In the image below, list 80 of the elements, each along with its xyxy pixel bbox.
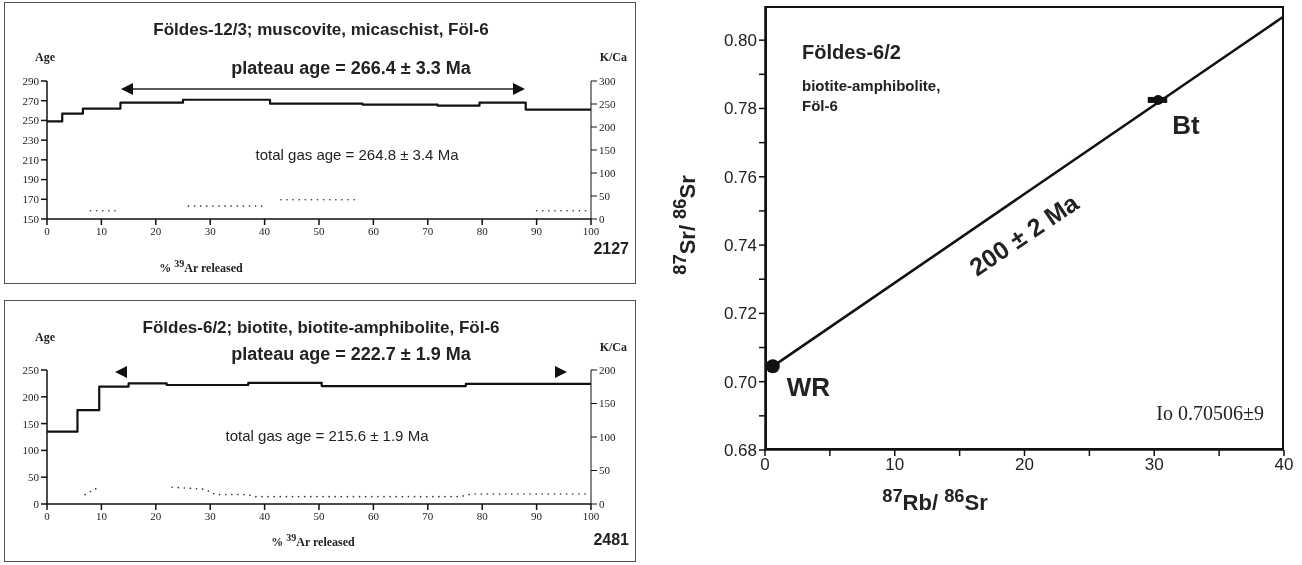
y-tick-label: 250 — [22, 114, 40, 127]
y-tick-label: 150 — [22, 417, 40, 430]
x-tick-label: 40 — [259, 224, 271, 237]
x-tick-label: 20 — [150, 224, 162, 237]
y2-tick-label: 50 — [599, 189, 611, 202]
y2-tick-label: 150 — [599, 143, 616, 156]
y2-tick-label: 200 — [599, 120, 616, 133]
x-tick-label: 70 — [422, 509, 434, 522]
y-tick-label: 0.74 — [723, 236, 757, 256]
y2-tick-label: 300 — [599, 74, 616, 87]
y-tick-label: 0 — [33, 497, 40, 510]
y-tick-label: 210 — [22, 153, 40, 166]
annotation: 200 ± 2 Ma — [964, 188, 1084, 282]
x-axis-title: % $^{39}$Ar released — [271, 532, 355, 550]
x-tick-label: 100 — [582, 509, 600, 522]
x-tick-label: 50 — [313, 509, 325, 522]
y-tick-label: 0.72 — [723, 304, 757, 324]
x-tick-label: 30 — [204, 224, 217, 237]
annotation: total gas age = 264.8 ± 3.4 Ma — [255, 146, 459, 163]
x-tick-label: 90 — [531, 224, 543, 237]
y-axis-title: Age — [35, 50, 55, 64]
text: 2481 — [593, 531, 629, 548]
y-axis-title: Age — [35, 330, 55, 344]
x-tick-label: 40 — [1274, 455, 1294, 475]
y2-tick-label: 0 — [599, 212, 605, 225]
x-tick-label: 30 — [1144, 455, 1164, 475]
y-tick-label: 200 — [22, 390, 40, 403]
y-tick-label: 0.80 — [723, 31, 757, 51]
y-tick-label: 170 — [22, 193, 40, 206]
text: 2127 — [593, 240, 629, 257]
y-tick-label: 190 — [22, 173, 40, 186]
y-tick-label: 290 — [22, 74, 40, 87]
y-tick-label: 270 — [22, 94, 40, 107]
y-tick-label: 0.78 — [723, 99, 757, 119]
x-tick-label: 0 — [44, 509, 51, 522]
y-tick-label: 0.76 — [723, 167, 757, 187]
text: biotite-amphibolite, Föl-6 — [802, 76, 942, 117]
y2-axis-title: K/Ca — [599, 50, 627, 64]
annotation: WR — [786, 372, 831, 403]
x-tick-label: 80 — [476, 224, 489, 237]
x-tick-label: 10 — [95, 509, 108, 522]
chart-title: Földes-12/3; muscovite, micaschist, Föl-6 — [152, 20, 490, 39]
annotation: Io 0.70506±9 — [1156, 402, 1264, 424]
y-tick-label: 0.70 — [723, 372, 757, 392]
x-tick-label: 0 — [760, 455, 770, 475]
x-tick-label: 0 — [44, 224, 51, 237]
x-tick-label: 10 — [885, 455, 905, 475]
y-tick-label: 100 — [22, 444, 40, 457]
x-tick-label: 100 — [582, 224, 600, 237]
y2-tick-label: 0 — [599, 497, 605, 510]
y2-axis-title: K/Ca — [599, 340, 627, 354]
y-tick-label: 0.68 — [723, 441, 757, 461]
text: Földes-6/2 — [802, 41, 901, 63]
x-axis-title: $^{87}$Rb/ $^{86}$Sr — [882, 485, 988, 516]
annotation: total gas age = 215.6 ± 1.9 Ma — [225, 427, 429, 444]
x-tick-label: 20 — [1015, 455, 1034, 475]
x-tick-label: 60 — [367, 509, 380, 522]
chart-title: Földes-6/2; biotite, biotite-amphibolite, Föl-6 — [142, 318, 500, 337]
text: plateau age = 222.7 ± 1.9 Ma — [231, 344, 471, 364]
x-tick-label: 50 — [313, 224, 325, 237]
y-tick-label: 230 — [22, 134, 40, 147]
x-tick-label: 80 — [476, 509, 489, 522]
y2-tick-label: 200 — [599, 363, 616, 376]
x-tick-label: 90 — [531, 509, 543, 522]
x-tick-label: 70 — [422, 224, 434, 237]
y-tick-label: 150 — [22, 212, 40, 225]
y-tick-label: 50 — [28, 471, 40, 484]
y2-tick-label: 100 — [599, 166, 616, 179]
y2-tick-label: 150 — [599, 397, 616, 410]
x-tick-label: 60 — [367, 224, 380, 237]
x-tick-label: 40 — [259, 509, 271, 522]
text: plateau age = 266.4 ± 3.3 Ma — [231, 58, 471, 78]
y2-tick-label: 100 — [599, 430, 616, 443]
x-tick-label: 10 — [95, 224, 108, 237]
x-tick-label: 30 — [204, 509, 217, 522]
y2-tick-label: 250 — [599, 97, 616, 110]
x-axis-title: % $^{39}$Ar released — [159, 258, 243, 276]
annotation: Bt — [1172, 109, 1200, 140]
y-tick-label: 250 — [22, 363, 40, 376]
x-tick-label: 20 — [150, 509, 162, 522]
